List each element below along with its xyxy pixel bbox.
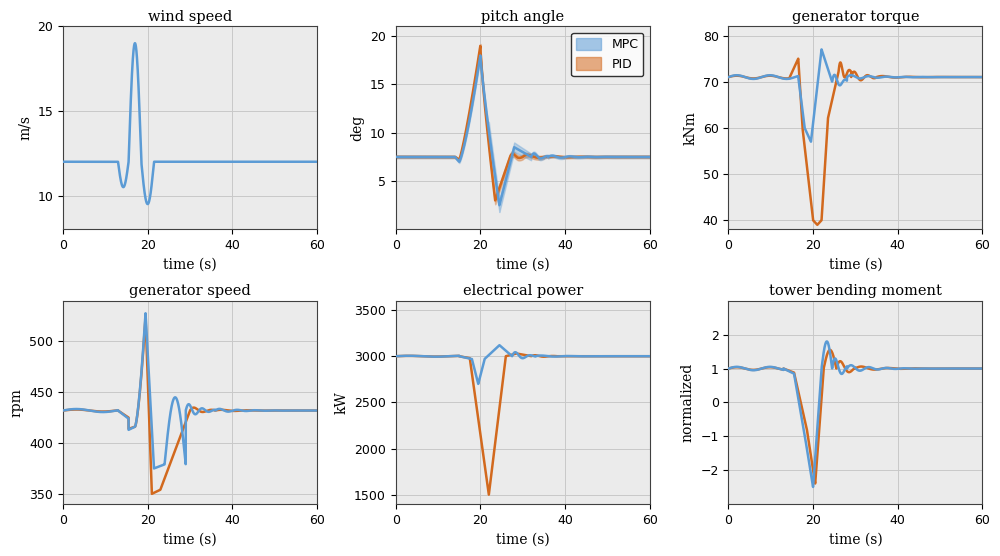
Title: electrical power: electrical power bbox=[463, 284, 583, 298]
Title: tower bending moment: tower bending moment bbox=[769, 284, 942, 298]
Y-axis label: kW: kW bbox=[335, 391, 349, 414]
Title: wind speed: wind speed bbox=[148, 9, 232, 24]
X-axis label: time (s): time (s) bbox=[163, 258, 217, 272]
Title: generator speed: generator speed bbox=[129, 284, 251, 298]
Y-axis label: normalized: normalized bbox=[681, 363, 695, 442]
Y-axis label: deg: deg bbox=[351, 115, 365, 141]
Y-axis label: rpm: rpm bbox=[10, 388, 24, 417]
X-axis label: time (s): time (s) bbox=[829, 532, 882, 547]
Y-axis label: kNm: kNm bbox=[683, 111, 697, 145]
Title: generator torque: generator torque bbox=[792, 9, 919, 24]
Title: pitch angle: pitch angle bbox=[481, 9, 564, 24]
X-axis label: time (s): time (s) bbox=[829, 258, 882, 272]
X-axis label: time (s): time (s) bbox=[496, 258, 550, 272]
Y-axis label: m/s: m/s bbox=[18, 116, 32, 140]
X-axis label: time (s): time (s) bbox=[163, 532, 217, 547]
X-axis label: time (s): time (s) bbox=[496, 532, 550, 547]
Legend: MPC, PID: MPC, PID bbox=[571, 33, 643, 76]
